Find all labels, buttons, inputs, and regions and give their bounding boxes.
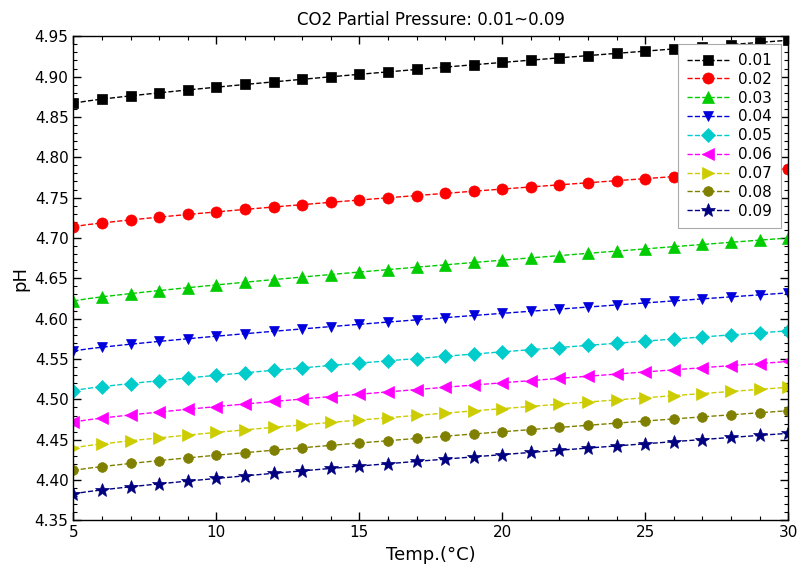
0.07	[583, 398, 593, 405]
0.07	[226, 428, 235, 435]
0.07	[283, 423, 293, 430]
0.08	[297, 444, 307, 451]
X-axis label: Temp.(°C): Temp.(°C)	[386, 546, 476, 564]
0.08	[226, 450, 235, 457]
0.09	[69, 490, 78, 497]
Line: 0.04: 0.04	[69, 288, 793, 356]
0.06	[783, 358, 793, 365]
0.05	[226, 371, 235, 378]
0.06	[583, 373, 593, 380]
0.08	[583, 422, 593, 429]
0.04	[226, 332, 235, 339]
0.01	[769, 38, 779, 45]
0.05	[769, 328, 779, 335]
Title: CO2 Partial Pressure: 0.01~0.09: CO2 Partial Pressure: 0.01~0.09	[297, 11, 565, 29]
0.09	[783, 430, 793, 437]
0.03	[69, 297, 78, 304]
0.04	[583, 304, 593, 310]
0.01	[297, 76, 307, 83]
0.06	[769, 359, 779, 366]
0.09	[226, 474, 235, 481]
0.09	[283, 469, 293, 476]
0.08	[783, 407, 793, 414]
0.01	[283, 77, 293, 84]
0.02	[540, 182, 550, 189]
Line: 0.08: 0.08	[69, 406, 793, 476]
0.01	[783, 37, 793, 44]
0.08	[69, 467, 78, 474]
0.03	[297, 274, 307, 281]
0.01	[226, 82, 235, 89]
0.02	[69, 223, 78, 230]
0.04	[540, 306, 550, 313]
0.04	[297, 325, 307, 332]
0.06	[540, 376, 550, 383]
0.07	[783, 384, 793, 391]
0.07	[769, 385, 779, 392]
0.09	[769, 431, 779, 438]
0.06	[226, 402, 235, 409]
0.08	[769, 408, 779, 415]
0.01	[69, 99, 78, 106]
0.02	[769, 166, 779, 173]
Line: 0.03: 0.03	[68, 232, 794, 306]
0.07	[69, 444, 78, 451]
0.05	[540, 345, 550, 352]
0.05	[783, 327, 793, 334]
0.04	[283, 327, 293, 334]
Line: 0.09: 0.09	[66, 427, 795, 501]
Line: 0.07: 0.07	[68, 382, 794, 454]
0.06	[297, 396, 307, 402]
0.02	[297, 201, 307, 208]
0.02	[226, 207, 235, 214]
0.03	[540, 253, 550, 260]
0.04	[783, 289, 793, 296]
0.03	[769, 236, 779, 243]
0.08	[540, 425, 550, 432]
0.01	[540, 56, 550, 63]
0.04	[769, 290, 779, 297]
0.09	[583, 444, 593, 451]
0.01	[583, 52, 593, 59]
Legend: 0.01, 0.02, 0.03, 0.04, 0.05, 0.06, 0.07, 0.08, 0.09: 0.01, 0.02, 0.03, 0.04, 0.05, 0.06, 0.07…	[678, 44, 781, 228]
0.05	[297, 365, 307, 371]
0.02	[783, 165, 793, 172]
0.06	[69, 419, 78, 426]
0.03	[783, 235, 793, 242]
0.08	[283, 446, 293, 453]
Line: 0.02: 0.02	[68, 163, 794, 232]
0.04	[69, 347, 78, 354]
0.05	[69, 387, 78, 394]
0.09	[297, 467, 307, 474]
0.06	[283, 397, 293, 404]
0.02	[583, 179, 593, 186]
0.07	[540, 402, 550, 409]
0.02	[283, 202, 293, 209]
0.07	[297, 421, 307, 428]
0.03	[583, 250, 593, 257]
0.05	[283, 366, 293, 373]
0.09	[540, 448, 550, 455]
0.03	[226, 280, 235, 287]
Line: 0.06: 0.06	[68, 356, 794, 428]
Y-axis label: pH: pH	[11, 266, 29, 291]
0.05	[583, 342, 593, 349]
0.03	[283, 275, 293, 282]
Line: 0.05: 0.05	[69, 326, 793, 396]
Line: 0.01: 0.01	[69, 36, 793, 108]
